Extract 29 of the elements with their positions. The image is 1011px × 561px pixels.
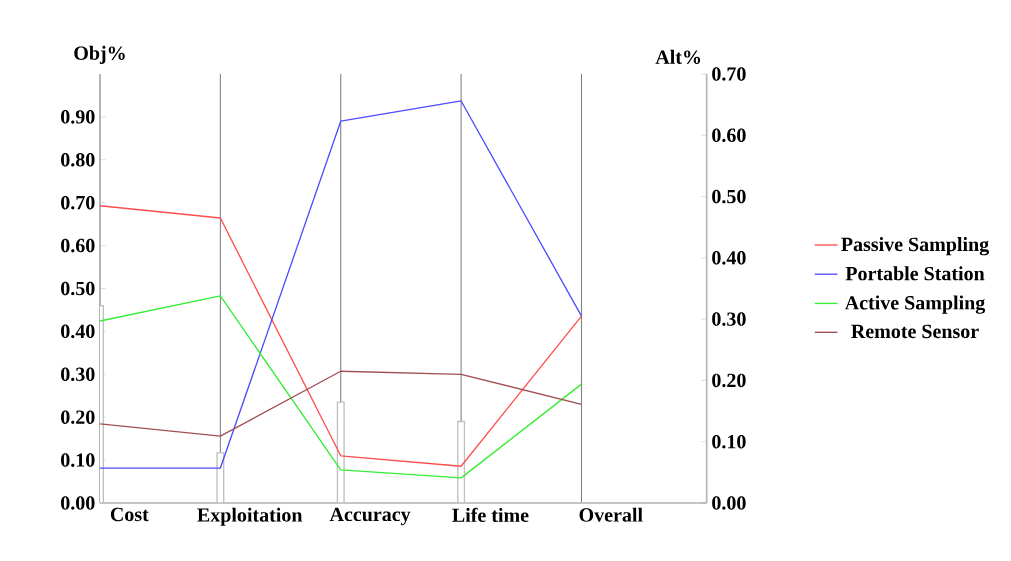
y-tick-label: 0.90 [61, 110, 95, 124]
y-tick-label: 0.50 [61, 281, 95, 296]
y2-tick-label: 0.50 [712, 189, 746, 204]
y2-axis-title: Alt% [655, 49, 701, 64]
y2-tick-label: 0.20 [712, 373, 746, 388]
x-tick-label: Accuracy [329, 507, 411, 526]
y-tick-label: 0.80 [61, 153, 95, 167]
legend-label: Passive Sampling [841, 237, 989, 256]
y-tick-label: 0.00 [61, 496, 95, 510]
y-tick-label: 0.40 [61, 324, 95, 339]
y2-tick-label: 0.40 [712, 251, 746, 265]
legend-label: Portable Station [845, 266, 985, 281]
y2-tick-label: 0.60 [712, 128, 746, 143]
x-tick-label: Exploitation [197, 507, 303, 526]
x-tick-label: Cost [110, 507, 149, 522]
y2-tick-label: 0.70 [712, 67, 746, 81]
x-tick-label: Life time [452, 507, 529, 522]
legend-label: Remote Sensor [851, 324, 979, 339]
y-axis-title: Obj% [74, 45, 125, 64]
y-tick-label: 0.30 [61, 367, 95, 382]
y-tick-label: 0.60 [61, 238, 95, 253]
y2-tick-label: 0.30 [712, 312, 746, 326]
x-tick-label: Overall [579, 507, 643, 522]
y-tick-label: 0.70 [61, 195, 95, 210]
y-tick-label: 0.10 [61, 453, 95, 467]
y-tick-label: 0.20 [61, 410, 95, 424]
legend-label: Active Sampling [844, 295, 986, 314]
y2-tick-label: 0.00 [712, 496, 746, 510]
y2-tick-label: 0.10 [712, 434, 746, 449]
